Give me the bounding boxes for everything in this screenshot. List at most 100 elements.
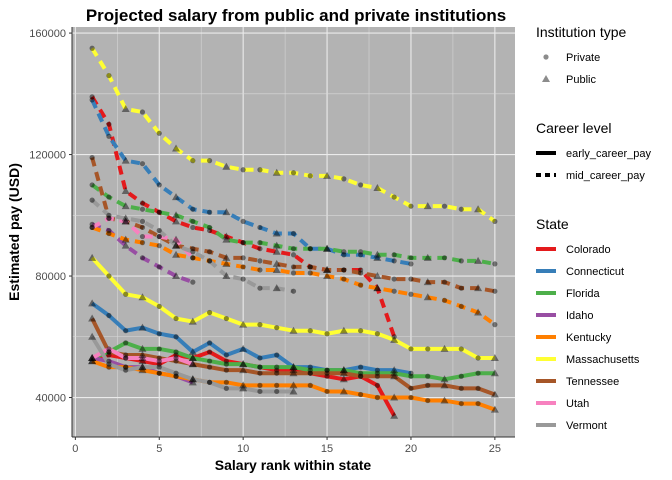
massachusetts-early-point — [188, 317, 197, 325]
kentucky-mid-point — [89, 224, 95, 231]
chart-title: Projected salary from public and private… — [86, 6, 506, 25]
kentucky-early-point — [206, 379, 213, 385]
florida-mid-line — [90, 183, 496, 266]
connecticut-mid-point — [391, 258, 397, 264]
idaho-early-point — [188, 378, 197, 386]
legend-label-private: Private — [566, 52, 600, 64]
kentucky-mid-point — [391, 288, 397, 294]
connecticut-early-point — [88, 299, 97, 307]
tennessee-mid-point — [139, 224, 146, 231]
connecticut-early-point — [390, 366, 399, 374]
massachusetts-early-point — [324, 331, 330, 337]
utah-early-point — [188, 360, 197, 368]
tennessee-early-point — [339, 369, 348, 377]
kentucky-early-point — [408, 394, 414, 401]
legend-label-colorado: Colorado — [566, 244, 611, 256]
tennessee-mid-point — [222, 253, 231, 261]
florida-early-point — [239, 360, 248, 368]
utah-early-point — [123, 355, 129, 361]
florida-early-point — [475, 370, 481, 376]
colorado-early-point — [173, 352, 179, 358]
idaho-early-point — [156, 370, 162, 376]
utah-early-point — [88, 354, 97, 362]
massachusetts-mid-point — [257, 167, 263, 173]
connecticut-mid-point — [323, 244, 332, 252]
legend-key-public — [542, 75, 550, 82]
massachusetts-mid-point — [458, 206, 464, 212]
colorado-early-point — [274, 367, 280, 373]
idaho-early-point — [106, 358, 112, 364]
colorado-mid-point — [222, 232, 231, 240]
colorado-mid-point — [172, 217, 181, 225]
idaho-mid-point — [156, 264, 162, 270]
tennessee-early-point — [173, 358, 179, 364]
connecticut-mid-point — [139, 161, 146, 167]
legend-label-vermont: Vermont — [566, 420, 607, 432]
tennessee-early-point — [88, 314, 97, 322]
massachusetts-mid-point — [272, 168, 281, 176]
tennessee-mid-point — [106, 215, 112, 221]
colorado-early-point — [374, 382, 381, 388]
massachusetts-early-point — [206, 309, 213, 316]
massachusetts-mid-point — [139, 109, 146, 115]
utah-early-point — [156, 358, 162, 364]
legend-label-utah: Utah — [566, 398, 589, 410]
colorado-mid-point — [240, 240, 246, 246]
connecticut-mid-point — [290, 230, 297, 237]
y-tick-label: 40000 — [35, 393, 66, 405]
vermont-mid-point — [257, 285, 263, 291]
connecticut-mid-point — [257, 224, 263, 231]
massachusetts-mid-point — [408, 203, 414, 209]
tennessee-mid-point — [358, 270, 364, 276]
connecticut-mid-point — [222, 208, 231, 216]
connecticut-mid-point — [240, 218, 246, 224]
colorado-mid-point — [391, 334, 397, 340]
kentucky-early-point — [239, 381, 248, 389]
utah-early-point — [106, 346, 112, 352]
kentucky-mid-point — [257, 267, 263, 273]
vermont-early-point — [206, 379, 213, 385]
tennessee-early-point — [188, 360, 197, 368]
massachusetts-mid-point — [121, 105, 130, 112]
massachusetts-mid-point — [240, 167, 246, 173]
florida-early-point — [188, 354, 197, 362]
kentucky-early-point — [307, 382, 313, 388]
tennessee-mid-point — [206, 249, 213, 255]
colorado-early-point — [123, 355, 129, 361]
vermont-mid-point — [290, 288, 297, 294]
x-tick-label: 20 — [405, 443, 417, 455]
kentucky-early-point — [390, 393, 399, 401]
kentucky-early-point — [374, 394, 381, 401]
connecticut-early-point — [239, 344, 248, 352]
florida-early-point — [324, 367, 330, 373]
massachusetts-early-point — [239, 320, 248, 328]
vermont-early-point — [123, 367, 129, 373]
massachusetts-mid-point — [323, 171, 332, 179]
kentucky-mid-point — [121, 235, 130, 243]
florida-mid-point — [172, 211, 181, 219]
massachusetts-mid-point — [474, 205, 483, 213]
colorado-mid-point — [139, 200, 146, 206]
tennessee-mid-point — [89, 154, 95, 161]
utah-early-line — [91, 346, 194, 366]
colorado-early-point — [390, 411, 399, 419]
florida-mid-point — [89, 182, 95, 188]
x-tick-label: 15 — [321, 443, 333, 455]
massachusetts-mid-point — [373, 183, 382, 191]
florida-early-point — [274, 364, 280, 370]
florida-early-line — [91, 340, 495, 382]
x-tick-label: 10 — [237, 443, 249, 455]
massachusetts-early-point — [289, 326, 298, 334]
florida-mid-point — [441, 255, 448, 261]
florida-mid-point — [290, 246, 297, 252]
florida-mid-point — [272, 241, 281, 249]
tennessee-mid-point — [257, 258, 263, 264]
vermont-mid-point — [89, 197, 95, 203]
kentucky-mid-point — [190, 255, 196, 261]
connecticut-early-point — [374, 367, 381, 373]
vermont-early-point — [173, 370, 179, 376]
colorado-mid-point — [121, 187, 130, 194]
kentucky-early-point — [358, 391, 364, 398]
tennessee-early-point — [307, 370, 313, 376]
florida-mid-point — [341, 249, 347, 255]
